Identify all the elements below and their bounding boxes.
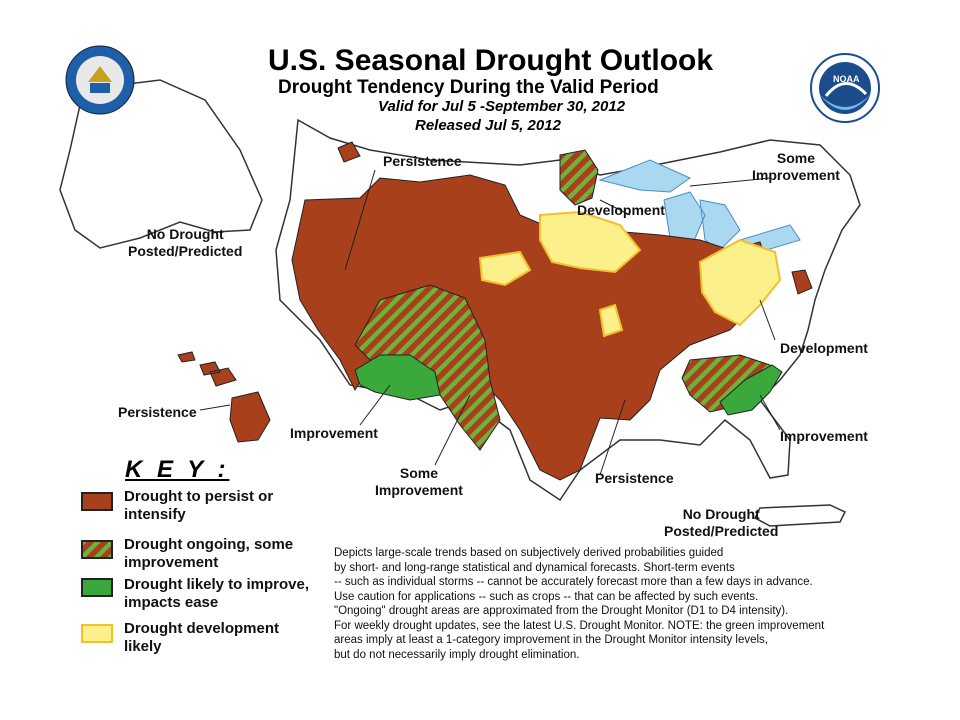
note-line: -- such as individual storms -- cannot b… [334, 576, 813, 588]
noaa-logo-text: NOAA [833, 74, 860, 84]
develop-midwest [539, 210, 642, 274]
label-no-drought-ak-line1: No Drought [146, 226, 224, 242]
key-swatch-develop [81, 624, 113, 643]
key-item-improve-line1: Drought likely to improve, [124, 576, 310, 593]
improve-az [354, 354, 441, 401]
disclaimer-notes: Depicts large-scale trends based on subj… [334, 546, 894, 662]
great-lakes [598, 159, 801, 253]
key-item-develop-line1: Drought development [124, 620, 280, 637]
hawaii-islands [177, 351, 271, 443]
label-development-n: Development [577, 202, 665, 218]
label-development-e: Development [780, 340, 868, 356]
page-title: U.S. Seasonal Drought Outlook [268, 44, 714, 77]
key-swatch-improve-some [81, 540, 113, 559]
label-no-drought-ak: No Drought Posted/Predicted [128, 226, 242, 260]
key-swatch-improve [81, 578, 113, 597]
note-line: Depicts large-scale trends based on subj… [334, 547, 724, 559]
key-item-persist-label: Drought to persist or intensify [124, 488, 273, 524]
note-line: but do not necessarily imply drought eli… [334, 648, 580, 661]
alaska-land [59, 79, 263, 249]
key-title: K E Y : [125, 456, 230, 483]
page-subtitle: Drought Tendency During the Valid Period [278, 77, 659, 98]
label-no-drought-pr-line1: No Drought [682, 506, 760, 522]
key-item-develop-line2: likely [124, 638, 162, 655]
develop-ohio [698, 238, 782, 327]
label-improvement-sw: Improvement [290, 425, 378, 441]
label-some-improvement-s-line2: Improvement [375, 482, 463, 498]
note-line: For weekly drought updates, see the late… [334, 619, 825, 632]
puerto-rico [754, 504, 847, 527]
key-swatch-persist [81, 492, 113, 511]
label-some-improvement-s-line1: Some [399, 465, 439, 481]
label-persistence-s: Persistence [595, 470, 674, 486]
key-item-improve: Drought likely to improve, impacts ease [80, 576, 320, 612]
key-item-improve-some-line2: improvement [124, 554, 219, 571]
label-some-improvement-ne-line2: Improvement [752, 167, 840, 183]
note-line: by short- and long-range statistical and… [334, 561, 735, 574]
persist-mt [337, 141, 361, 163]
note-line: areas imply at least a 1-category improv… [334, 634, 769, 646]
department-of-commerce-seal [65, 45, 135, 115]
key-item-improve-label: Drought likely to improve, impacts ease [124, 576, 309, 612]
key-item-improve-some-line1: Drought ongoing, some [124, 536, 294, 553]
improve-ga [719, 364, 783, 416]
label-some-improvement-ne-line1: Some [776, 150, 816, 166]
key-item-improve-some: Drought ongoing, some improvement [80, 536, 320, 572]
note-line: Use caution for applications -- such as … [334, 590, 759, 603]
develop-plains [478, 250, 624, 338]
key-item-develop-label: Drought development likely [124, 620, 279, 656]
label-persistence-nw: Persistence [383, 153, 462, 169]
key-item-improve-line2: impacts ease [124, 594, 219, 611]
label-no-drought-pr: No Drought Posted/Predicted [664, 506, 778, 540]
key-item-persist-line1: Drought to persist or [124, 488, 274, 505]
key-item-persist-line2: intensify [124, 506, 186, 523]
label-no-drought-pr-line2: Posted/Predicted [664, 523, 779, 539]
label-persistence-hi: Persistence [118, 404, 197, 420]
label-some-improvement-s: Some Improvement [375, 465, 463, 499]
noaa-logo [810, 53, 880, 123]
released-date: Released Jul 5, 2012 [415, 117, 561, 134]
key-item-persist: Drought to persist or intensify [80, 488, 320, 524]
key-item-develop: Drought development likely [80, 620, 320, 656]
label-pointer-lines [199, 169, 781, 476]
label-improvement-se: Improvement [780, 428, 868, 444]
note-line: "Ongoing" drought areas are approximated… [334, 605, 789, 617]
persist-md [791, 269, 813, 295]
key-item-improve-some-label: Drought ongoing, some improvement [124, 536, 293, 572]
label-no-drought-ak-line2: Posted/Predicted [128, 243, 243, 259]
valid-period: Valid for Jul 5 -September 30, 2012 [378, 98, 626, 115]
improve-some-mn [559, 149, 599, 206]
label-some-improvement-ne: Some Improvement [752, 150, 840, 184]
